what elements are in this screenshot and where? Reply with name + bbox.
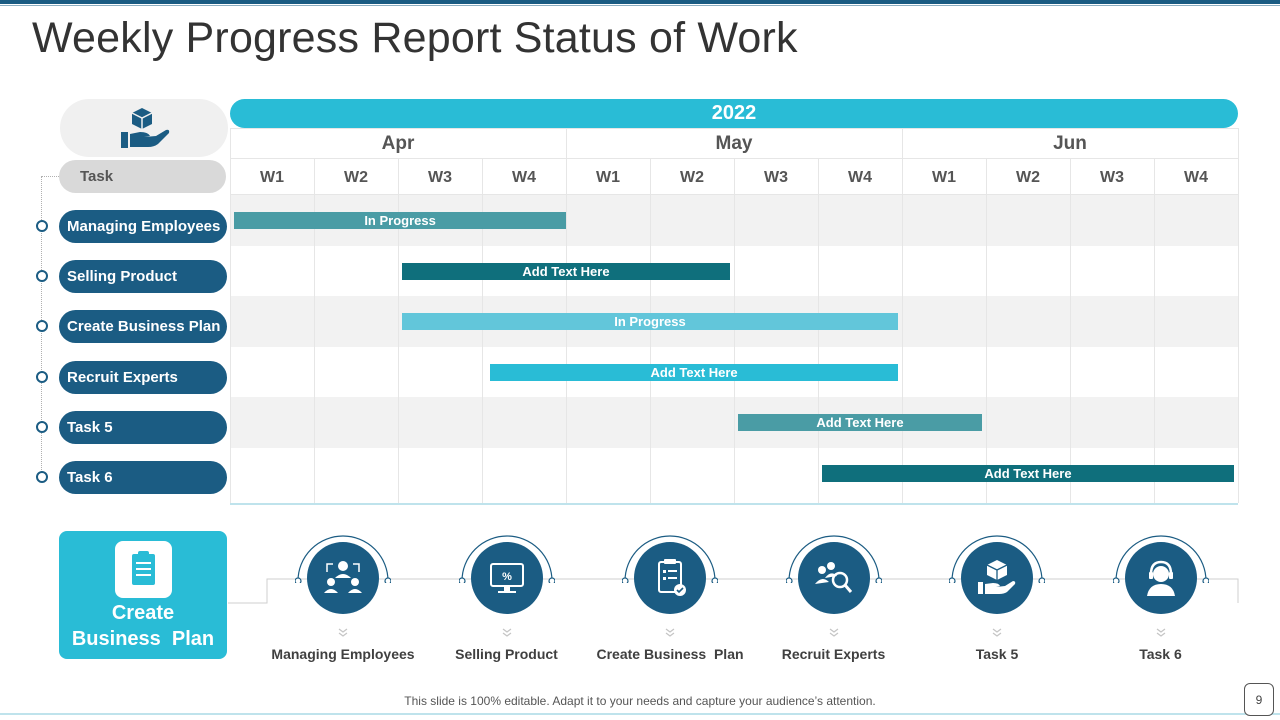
- grid-line: [1070, 158, 1071, 503]
- grid-line: [1154, 158, 1155, 503]
- week-label: W2: [344, 169, 368, 186]
- box-hand-icon: [978, 560, 1016, 594]
- monitor-discount-icon: %: [489, 563, 524, 593]
- step-arc: [458, 535, 555, 583]
- grid-line: [230, 128, 231, 503]
- chevron-down-icon: [827, 627, 841, 639]
- gantt-bar: In Progress: [234, 212, 566, 230]
- highlight-card-title: Create Business Plan: [59, 600, 227, 652]
- week-label: W4: [1184, 169, 1208, 186]
- grid-line: [734, 158, 735, 503]
- step-circle: [1124, 542, 1197, 614]
- highlight-line-2: Business Plan: [71, 628, 215, 650]
- task-tree-branch: [41, 176, 59, 177]
- timeline-dot: [36, 420, 48, 433]
- year-bar: 2022: [230, 99, 1238, 128]
- chevron-down-icon: [663, 627, 677, 639]
- page-number: 9: [1244, 683, 1274, 716]
- footer-note: This slide is 100% editable. Adapt it to…: [404, 694, 876, 708]
- step-circle: [307, 542, 379, 614]
- step-arc: [1112, 535, 1209, 583]
- svg-text:%: %: [502, 571, 512, 583]
- people-search-icon: [814, 562, 852, 593]
- task-icon-bubble: [60, 99, 228, 157]
- chevron-down-icon: [990, 627, 1004, 639]
- week-label: W3: [764, 169, 788, 186]
- step-arc: [785, 535, 882, 583]
- grid-line: [902, 128, 903, 503]
- week-label: W2: [680, 169, 704, 186]
- step-label: Selling Product: [455, 646, 558, 662]
- timeline-dot: [36, 220, 48, 232]
- task-pill: Create Business Plan: [59, 310, 227, 344]
- task-header: Task: [59, 160, 226, 193]
- clipboard-icon: [115, 541, 172, 598]
- gantt-bar: Add Text Here: [738, 414, 982, 432]
- gantt-bar: Add Text Here: [402, 262, 730, 280]
- header-separator: [230, 128, 1238, 129]
- clipboard-check-icon: [658, 559, 686, 596]
- team-meeting-icon: [324, 561, 362, 593]
- task-pill: Selling Product: [59, 260, 227, 294]
- chevron-down-icon: [500, 627, 514, 639]
- gantt-bottom-line: [230, 503, 1238, 505]
- step-circle: %: [470, 542, 543, 614]
- grid-line: [398, 158, 399, 503]
- week-label: W1: [932, 169, 956, 186]
- slide-title: Weekly Progress Report Status of Work: [32, 14, 798, 62]
- month-label: May: [715, 133, 753, 154]
- step-arc: [622, 535, 718, 583]
- grid-line: [986, 158, 987, 503]
- chevron-down-icon: [336, 627, 350, 639]
- timeline-dot: [36, 370, 48, 383]
- step-label: Task 5: [975, 646, 1019, 662]
- step-circle: [634, 542, 706, 614]
- step-label: Managing Employees: [271, 646, 415, 662]
- week-label: W4: [512, 169, 536, 186]
- top-accent-bar: [0, 0, 1280, 4]
- grid-line: [314, 158, 315, 503]
- highlight-line-1: Create: [111, 602, 175, 624]
- week-label: W3: [428, 169, 452, 186]
- step-label: Task 6: [1139, 646, 1182, 662]
- grid-line: [1238, 128, 1239, 503]
- header-separator: [230, 158, 1238, 159]
- box-hand-icon: [121, 108, 170, 148]
- step-label: Recruit Experts: [781, 646, 886, 662]
- step-label: Create Business Plan: [596, 646, 744, 662]
- task-pill: Task 5: [59, 410, 227, 444]
- gantt-bar: In Progress: [402, 313, 898, 331]
- gantt-bar: Add Text Here: [822, 464, 1234, 482]
- top-accent-line: [0, 5, 1280, 6]
- step-circle: [961, 542, 1033, 614]
- grid-line: [818, 158, 819, 503]
- grid-line: [482, 158, 483, 503]
- task-pill: Task 6: [59, 461, 227, 494]
- week-label: W4: [848, 169, 872, 186]
- step-arc: [949, 535, 1045, 583]
- task-pill: Managing Employees: [59, 210, 227, 243]
- timeline-dot: [36, 270, 48, 283]
- chevron-down-icon: [1154, 627, 1168, 639]
- week-label: W2: [1016, 169, 1040, 186]
- step-arc: [295, 535, 391, 583]
- week-label: W1: [596, 169, 620, 186]
- week-label: W1: [260, 169, 284, 186]
- step-circle: [797, 542, 870, 614]
- grid-line: [650, 158, 651, 503]
- support-agent-icon: [1146, 560, 1175, 596]
- footer-line: [0, 713, 1280, 715]
- process-flow-line: [228, 578, 1239, 604]
- timeline-dot: [36, 471, 48, 483]
- task-pill: Recruit Experts: [59, 360, 227, 394]
- header-separator: [230, 194, 1238, 195]
- gantt-bar: Add Text Here: [490, 363, 898, 381]
- week-label: W3: [1100, 169, 1124, 186]
- month-label: Jun: [1053, 133, 1087, 154]
- month-label: Apr: [381, 133, 415, 154]
- timeline-dot: [36, 320, 48, 333]
